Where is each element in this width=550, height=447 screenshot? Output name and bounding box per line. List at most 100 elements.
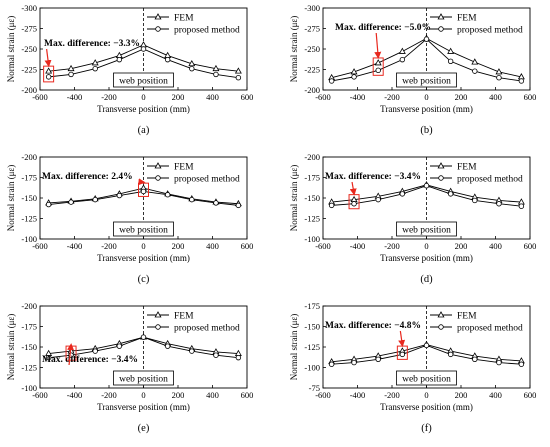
legend-marker-circle: [155, 26, 161, 32]
data-point-proposed-method: [116, 343, 123, 349]
y-tick-label: -300: [304, 3, 320, 13]
data-point-proposed-method: [351, 359, 357, 366]
x-axis-label: Transverse position (mm): [380, 402, 473, 412]
max-difference-annotation: Max. difference: −3.3%: [44, 39, 140, 49]
data-point-proposed-method: [496, 201, 502, 207]
data-point-proposed-method: [472, 197, 478, 204]
max-difference-annotation: Max. difference: −4.8%: [325, 321, 421, 331]
x-tick-label: -400: [350, 92, 366, 102]
x-tick-label: 200: [172, 241, 185, 251]
data-point-proposed-method: [328, 361, 335, 367]
data-point-proposed-method: [235, 202, 242, 209]
panel-label: (b): [420, 125, 433, 136]
chart-panel-a: -600 -400 -200 0 200 400 600 -300 -275 -250 -225 -2…: [6, 3, 253, 136]
data-point-proposed-method: [164, 343, 171, 349]
legend-marker-circle: [438, 26, 444, 32]
x-tick-label: 400: [489, 241, 502, 251]
x-tick-label: -200: [101, 241, 117, 251]
panel-label: (f): [421, 423, 432, 434]
x-tick-label: -600: [32, 92, 48, 102]
web-position-box: [113, 72, 174, 88]
y-tick-label: -150: [304, 193, 320, 203]
legend-marker-circle: [438, 175, 444, 181]
panel-label: (a): [138, 125, 150, 136]
data-point-proposed-method: [399, 351, 406, 358]
data-point-proposed-method: [92, 65, 98, 72]
chart-panel-d: -600 -400 -200 0 200 400 600 -200 -175 -150 -125 -1…: [289, 152, 536, 285]
y-tick-label: -200: [21, 301, 37, 311]
y-tick-label: -300: [21, 3, 37, 13]
y-tick-label: -150: [304, 322, 320, 332]
data-point-proposed-method: [328, 202, 335, 209]
x-tick-label: 0: [141, 92, 145, 102]
data-point-proposed-method: [213, 200, 219, 206]
legend-label: proposed method: [457, 324, 523, 334]
data-point-proposed-method: [45, 354, 52, 361]
y-axis-label: Normal strain (με): [6, 165, 16, 232]
x-axis-label: Transverse position (mm): [380, 253, 473, 263]
web-position-label: web position: [402, 375, 451, 385]
legend-label: proposed method: [457, 26, 523, 36]
data-point-proposed-method: [351, 201, 357, 207]
data-point-proposed-method: [164, 56, 171, 63]
x-tick-label: -200: [101, 92, 117, 102]
data-point-proposed-method: [518, 78, 525, 84]
data-point-proposed-method: [68, 71, 74, 78]
chart-panel-c: -600 -400 -200 0 200 400 600 -200 -175 -150 -125 -1…: [6, 152, 253, 285]
max-difference-annotation: Max. difference: −5.0%: [335, 23, 431, 33]
data-point-proposed-method: [496, 359, 502, 366]
panel-label: (c): [138, 274, 150, 285]
data-point-proposed-method: [447, 351, 454, 358]
y-tick-label: -200: [21, 85, 37, 95]
legend-marker-triangle: [154, 311, 162, 318]
x-tick-label: -200: [101, 390, 117, 400]
legend-marker-triangle: [154, 162, 162, 169]
data-point-proposed-method: [375, 196, 381, 203]
max-difference-annotation: Max. difference: 2.4%: [42, 172, 133, 182]
legend-label: FEM: [174, 163, 194, 173]
data-point-proposed-method: [472, 68, 478, 74]
data-point-proposed-method: [423, 342, 430, 349]
y-tick-label: -225: [21, 65, 37, 75]
data-point-proposed-method: [399, 56, 406, 63]
x-tick-label: 400: [489, 390, 502, 400]
legend-label: FEM: [174, 14, 194, 24]
data-point-proposed-method: [45, 74, 52, 80]
data-point-proposed-method: [213, 352, 219, 358]
data-point-fem: [471, 58, 479, 65]
legend-marker-circle: [438, 324, 444, 330]
y-axis-label: Normal strain (με): [289, 16, 299, 83]
legend-marker-triangle: [437, 13, 445, 20]
y-tick-label: -200: [21, 152, 37, 162]
y-tick-label: -275: [304, 24, 320, 34]
data-point-proposed-method: [423, 36, 430, 42]
data-point-proposed-method: [423, 182, 430, 189]
y-tick-label: -250: [21, 44, 37, 54]
web-position-box: [396, 370, 457, 386]
x-tick-label: -600: [32, 390, 48, 400]
y-tick-label: -200: [304, 152, 320, 162]
data-point-proposed-method: [68, 199, 74, 205]
data-point-fem: [91, 59, 99, 66]
data-point-fem: [447, 47, 455, 54]
y-tick-label: -100: [21, 383, 37, 393]
data-point-proposed-method: [235, 74, 242, 81]
data-point-proposed-method: [189, 65, 195, 72]
y-axis-label: Normal strain (με): [6, 314, 16, 381]
legend-marker-circle: [155, 175, 161, 181]
annotation-arrow: [44, 48, 52, 68]
data-point-fem: [67, 64, 75, 72]
data-point-proposed-method: [518, 361, 525, 367]
web-position-label: web position: [119, 375, 168, 385]
x-axis-label: Transverse position (mm): [380, 104, 473, 114]
data-point-proposed-method: [235, 354, 242, 361]
data-point-proposed-method: [140, 46, 147, 52]
y-tick-label: -75: [309, 383, 320, 393]
x-tick-label: -600: [315, 92, 331, 102]
x-tick-label: -200: [384, 92, 400, 102]
x-tick-label: -600: [315, 241, 331, 251]
y-tick-label: -200: [304, 85, 320, 95]
data-point-proposed-method: [351, 74, 357, 80]
web-position-label: web position: [402, 77, 451, 87]
